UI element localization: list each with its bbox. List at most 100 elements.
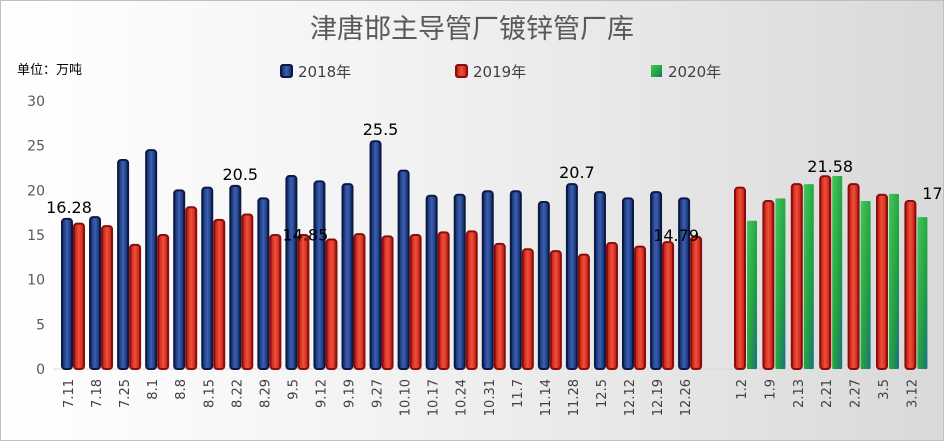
y-tick-label: 25 — [27, 139, 45, 155]
bar-2019-3.12 — [904, 200, 917, 370]
data-label: 16.28 — [46, 198, 92, 217]
bar-2020-3.5 — [889, 193, 899, 369]
bar-2019-12.5 — [605, 242, 618, 370]
bar-2019-8.29 — [269, 234, 282, 370]
x-tick-label: 8.1 — [146, 379, 161, 400]
legend-swatch-2020 — [651, 65, 662, 77]
y-tick-label: 10 — [27, 273, 45, 289]
bar-2018-11.28 — [565, 183, 578, 370]
x-tick-label: 11.28 — [567, 379, 582, 416]
x-tick-label: 12.12 — [623, 379, 638, 416]
x-tick-label: 9.19 — [343, 379, 358, 408]
bar-2019-2.13 — [790, 183, 803, 370]
chart-title: 津唐邯主导管厂镀锌管厂库 — [310, 14, 634, 45]
x-tick-label: 2.21 — [820, 379, 835, 408]
bar-2019-8.22 — [241, 213, 254, 370]
bar-2018-10.24 — [453, 193, 466, 370]
x-tick-label: 9.27 — [371, 379, 386, 408]
x-tick-label: 8.15 — [202, 379, 217, 408]
bar-2018-9.12 — [313, 180, 326, 370]
data-label: 25.5 — [363, 120, 399, 139]
bar-2019-3.5 — [876, 193, 888, 370]
bar-2018-12.5 — [593, 191, 606, 370]
bar-2019-9.19 — [353, 233, 366, 370]
bar-2018-10.17 — [425, 194, 438, 370]
x-tick-label: 9.12 — [314, 379, 329, 408]
bar-2019-9.12 — [325, 238, 338, 370]
y-tick-label: 20 — [27, 183, 45, 199]
legend-label-2020: 2020年 — [668, 63, 721, 81]
bar-2019-9.27 — [381, 235, 394, 370]
data-label: 17 — [922, 184, 942, 203]
x-tick-label: 3.5 — [877, 379, 892, 400]
x-tick-label: 11.7 — [511, 379, 526, 408]
x-tick-label: 3.12 — [905, 379, 920, 408]
legend-label-2018: 2018年 — [298, 63, 351, 81]
bar-2019-10.10 — [409, 234, 422, 370]
bar-2019-12.12 — [634, 245, 646, 370]
bar-2018-12.12 — [622, 197, 634, 370]
bar-2018-7.11 — [61, 217, 73, 370]
bar-2019-8.8 — [185, 206, 198, 370]
x-tick-label: 8.22 — [230, 379, 245, 408]
data-label: 20.7 — [559, 163, 595, 182]
x-tick-label: 12.19 — [651, 379, 666, 416]
bar-2018-9.27 — [369, 140, 382, 370]
bar-2019-11.28 — [577, 253, 590, 370]
x-tick-label: 7.11 — [62, 379, 77, 408]
y-tick-label: 0 — [36, 362, 45, 378]
bar-2019-10.24 — [465, 230, 478, 370]
bar-2018-9.5 — [285, 175, 298, 370]
x-tick-label: 7.25 — [118, 379, 133, 408]
legend-label-2019: 2019年 — [473, 63, 526, 81]
bar-2018-8.22 — [229, 184, 242, 370]
bar-2020-1.9 — [775, 198, 786, 369]
bar-2019-1.2 — [734, 186, 746, 370]
bar-2019-2.21 — [819, 175, 832, 370]
y-tick-label: 5 — [36, 317, 45, 333]
x-tick-label: 10.24 — [455, 379, 470, 416]
legend-swatch-2018 — [280, 64, 293, 78]
bar-2020-1.2 — [747, 220, 757, 369]
bar-2019-10.31 — [493, 242, 506, 370]
x-tick-label: 1.2 — [735, 379, 750, 400]
bar-2020-2.21 — [832, 176, 843, 369]
x-tick-label: 10.31 — [483, 379, 498, 416]
legend-swatch-2019 — [455, 64, 468, 78]
bar-2019-1.9 — [762, 200, 775, 370]
bar-2019-12.19 — [662, 241, 675, 370]
x-tick-label: 9.5 — [286, 379, 301, 400]
bar-2018-10.31 — [481, 190, 494, 370]
x-tick-label: 2.13 — [792, 379, 807, 408]
bar-2019-10.17 — [437, 231, 450, 370]
data-label: 14.85 — [282, 225, 328, 244]
x-tick-label: 12.26 — [679, 379, 694, 416]
x-tick-label: 8.8 — [174, 379, 189, 400]
x-tick-label: 1.9 — [763, 379, 778, 400]
bar-2020-2.27 — [860, 201, 871, 369]
bar-2019-8.1 — [157, 234, 170, 370]
bar-2020-2.13 — [803, 184, 814, 369]
x-tick-label: 12.5 — [595, 379, 610, 408]
x-tick-label: 10.17 — [427, 379, 442, 416]
bar-2019-11.14 — [549, 250, 562, 370]
x-tick-label: 2.27 — [849, 379, 864, 408]
bar-2018-7.25 — [117, 158, 130, 370]
bar-2019-7.25 — [129, 243, 142, 370]
unit-label: 单位：万吨 — [17, 63, 83, 78]
bar-2018-8.8 — [173, 189, 186, 370]
y-tick-label: 30 — [27, 94, 45, 110]
bar-2019-8.15 — [213, 218, 226, 370]
x-tick-label: 8.29 — [258, 379, 273, 408]
x-tick-label: 7.18 — [90, 379, 105, 408]
bar-2019-11.7 — [521, 248, 534, 370]
data-label: 20.5 — [222, 165, 258, 184]
bar-2019-9.5 — [297, 234, 310, 370]
bar-2018-8.29 — [257, 197, 270, 370]
bar-2018-10.10 — [397, 169, 410, 370]
bar-2018-11.14 — [537, 200, 550, 370]
y-tick-label: 15 — [27, 228, 45, 244]
bar-2018-8.15 — [201, 186, 214, 370]
bar-2019-12.26 — [690, 235, 703, 370]
